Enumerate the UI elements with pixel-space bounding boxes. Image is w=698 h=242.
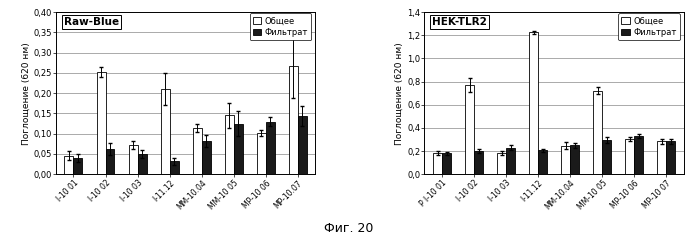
Bar (170, 161, 179, 174)
Bar (234, 124, 243, 174)
Bar (634, 136, 644, 174)
Bar (474, 151, 483, 174)
Bar (570, 145, 579, 174)
Bar (538, 151, 547, 174)
Bar (625, 139, 634, 174)
Bar (161, 89, 170, 174)
Bar (497, 153, 506, 174)
Text: HEK-TLR2: HEK-TLR2 (432, 17, 487, 27)
Bar (667, 141, 676, 174)
Bar (266, 121, 275, 174)
Legend: Общее, Фильтрат: Общее, Фильтрат (618, 13, 680, 40)
Bar (193, 128, 202, 174)
Y-axis label: Поглощение (620 нм): Поглощение (620 нм) (22, 42, 31, 144)
Legend: Общее, Фильтрат: Общее, Фильтрат (250, 13, 311, 40)
Bar (593, 91, 602, 174)
Bar (465, 85, 474, 174)
Bar (433, 153, 442, 174)
Bar (257, 133, 266, 174)
Bar (442, 153, 451, 174)
Bar (64, 156, 73, 174)
Bar (658, 141, 667, 174)
Bar (289, 66, 298, 174)
Bar (202, 141, 211, 174)
Bar (506, 148, 515, 174)
Bar (529, 32, 538, 174)
Text: Raw-Blue: Raw-Blue (64, 17, 119, 27)
Bar (138, 154, 147, 174)
Y-axis label: Поглощение (620 нм): Поглощение (620 нм) (395, 42, 404, 144)
Bar (73, 158, 82, 174)
Bar (298, 116, 307, 174)
Bar (96, 72, 105, 174)
Bar (105, 149, 114, 174)
Bar (225, 115, 234, 174)
Bar (561, 146, 570, 174)
Bar (128, 145, 138, 174)
Text: Фиг. 20: Фиг. 20 (325, 222, 373, 235)
Bar (602, 140, 611, 174)
